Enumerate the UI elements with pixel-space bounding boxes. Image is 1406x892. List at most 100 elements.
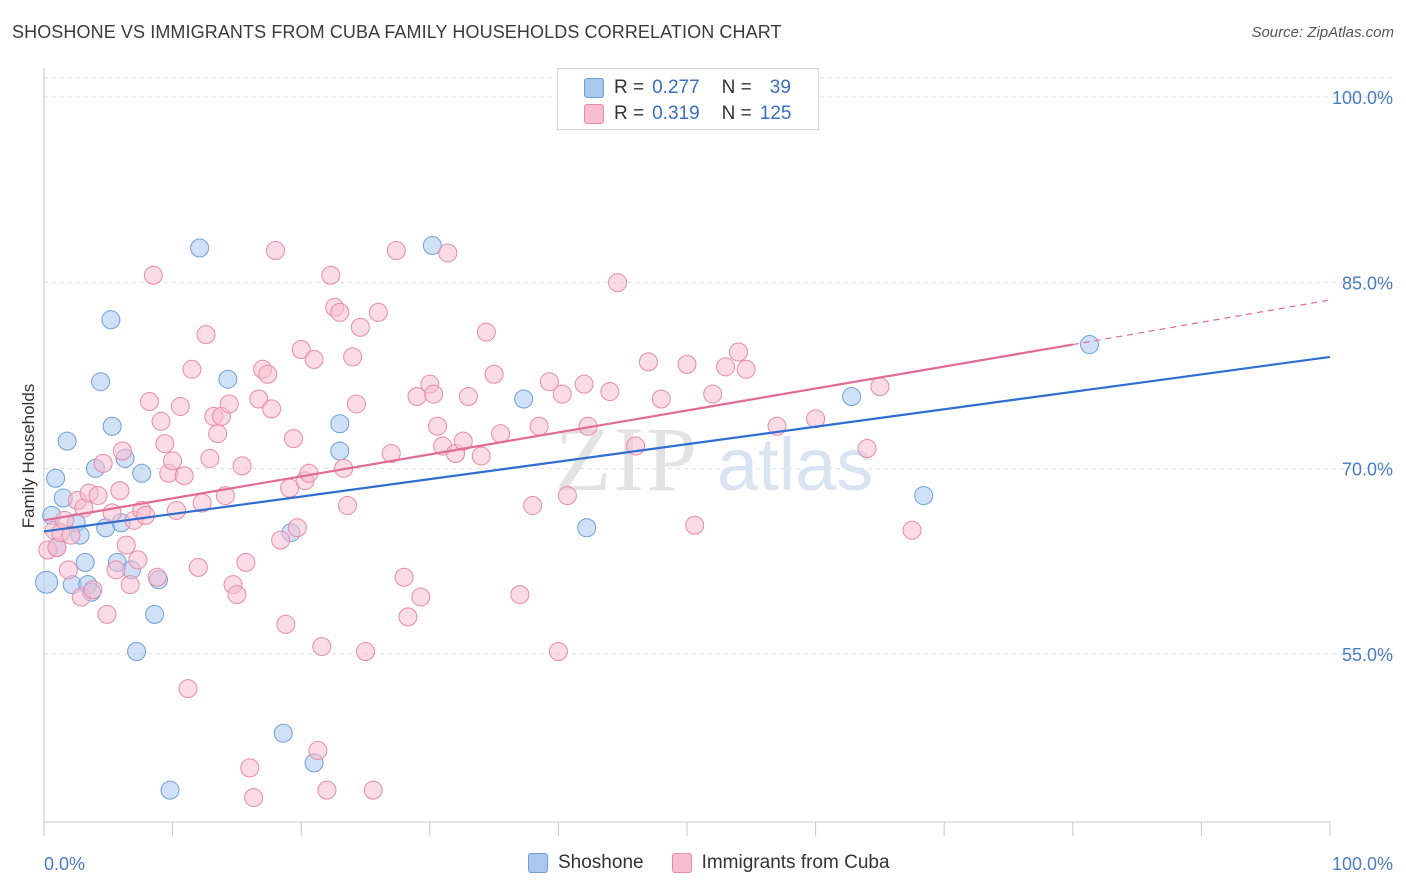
series-shoshone — [35, 236, 1100, 800]
data-point — [842, 387, 862, 407]
data-point — [143, 265, 163, 285]
data-point — [677, 354, 697, 374]
legend-r-value: 0.277 — [652, 77, 700, 98]
data-point — [75, 552, 95, 572]
data-point — [57, 431, 77, 451]
data-point — [244, 788, 264, 808]
legend-n-label: N = — [721, 77, 752, 98]
data-point — [716, 357, 736, 377]
data-point — [101, 310, 121, 330]
data-point — [548, 642, 568, 662]
data-point — [356, 642, 375, 662]
data-point — [600, 382, 620, 402]
legend-row-shoshone: R = 0.277 N = 39 — [584, 77, 791, 99]
data-point — [386, 240, 406, 260]
data-point — [145, 604, 165, 624]
data-point — [93, 453, 113, 473]
data-point — [330, 441, 350, 461]
x-tick-label-max: 100.0% — [1332, 854, 1393, 874]
data-point — [337, 495, 357, 515]
data-point — [240, 758, 260, 778]
legend-n-value: 125 — [759, 103, 792, 124]
data-point — [120, 575, 140, 595]
data-point — [88, 486, 108, 506]
watermark-atlas: atlas — [717, 423, 873, 506]
data-point — [529, 416, 549, 436]
legend-swatch-shoshone — [584, 78, 604, 98]
data-point — [196, 325, 216, 345]
data-point — [182, 359, 202, 379]
data-point — [262, 399, 282, 419]
data-point — [914, 486, 934, 506]
bottom-legend-swatch-shoshone — [528, 853, 548, 873]
data-point — [170, 396, 190, 416]
y-tick-label: 100.0% — [1332, 88, 1393, 108]
data-point — [136, 505, 156, 525]
data-point — [638, 352, 658, 372]
trend-line-cuba — [43, 343, 1073, 522]
data-point — [330, 302, 350, 322]
legend-box: R = 0.277 N = 39 R = 0.319 N = 125 — [557, 68, 819, 130]
data-point — [471, 446, 491, 466]
chart-title: SHOSHONE VS IMMIGRANTS FROM CUBA FAMILY … — [12, 22, 782, 42]
data-point — [870, 377, 890, 397]
data-point — [343, 347, 363, 367]
data-point — [330, 414, 350, 434]
data-point — [422, 236, 442, 256]
data-point — [128, 550, 148, 570]
data-point — [685, 515, 705, 535]
data-point — [398, 607, 418, 627]
data-point — [61, 525, 81, 545]
data-point — [208, 424, 228, 444]
trend-line-extension-cuba — [1072, 299, 1331, 346]
data-point — [160, 780, 180, 800]
data-point — [428, 416, 448, 436]
data-point — [258, 364, 278, 384]
data-point — [736, 359, 756, 379]
y-tick-labels: 55.0% 70.0% 85.0% 100.0% — [1332, 88, 1393, 665]
data-point — [174, 466, 194, 486]
data-point — [539, 372, 559, 392]
data-point — [350, 317, 370, 337]
legend-r-label: R = — [614, 103, 645, 124]
series-cuba — [38, 240, 922, 808]
data-point — [249, 389, 269, 409]
data-point — [190, 238, 210, 258]
data-point — [651, 389, 671, 409]
series-layer — [35, 236, 1100, 808]
data-point — [35, 570, 59, 594]
data-point — [557, 486, 577, 506]
legend-r-label: R = — [614, 77, 645, 98]
data-point — [577, 518, 597, 538]
data-point — [147, 567, 167, 587]
data-point — [283, 429, 303, 449]
legend-swatch-cuba — [584, 104, 604, 124]
data-point — [178, 679, 198, 699]
data-point — [46, 468, 66, 488]
source-label: Source: ZipAtlas.com — [1251, 24, 1394, 41]
data-point — [484, 364, 504, 384]
data-point — [363, 780, 383, 800]
legend-row-cuba: R = 0.319 N = 125 — [584, 103, 791, 125]
data-point — [321, 265, 341, 285]
data-point — [424, 384, 444, 404]
y-axis-label: Family Households — [19, 384, 38, 529]
data-point — [112, 441, 132, 461]
bottom-legend-label-shoshone: Shoshone — [558, 852, 644, 873]
data-point — [58, 560, 78, 580]
data-point — [227, 585, 247, 605]
data-point — [102, 416, 122, 436]
data-point — [236, 552, 256, 572]
data-point — [510, 585, 530, 605]
data-point — [608, 273, 628, 293]
y-tick-label: 70.0% — [1342, 459, 1393, 479]
data-point — [381, 443, 401, 463]
data-point — [857, 439, 877, 459]
legend-r-value: 0.319 — [652, 103, 700, 124]
data-point — [312, 637, 332, 657]
data-point — [155, 434, 175, 454]
data-point — [476, 322, 496, 342]
data-point — [453, 431, 473, 451]
data-point — [127, 642, 147, 662]
bottom-legend-item-shoshone: Shoshone — [528, 852, 644, 874]
